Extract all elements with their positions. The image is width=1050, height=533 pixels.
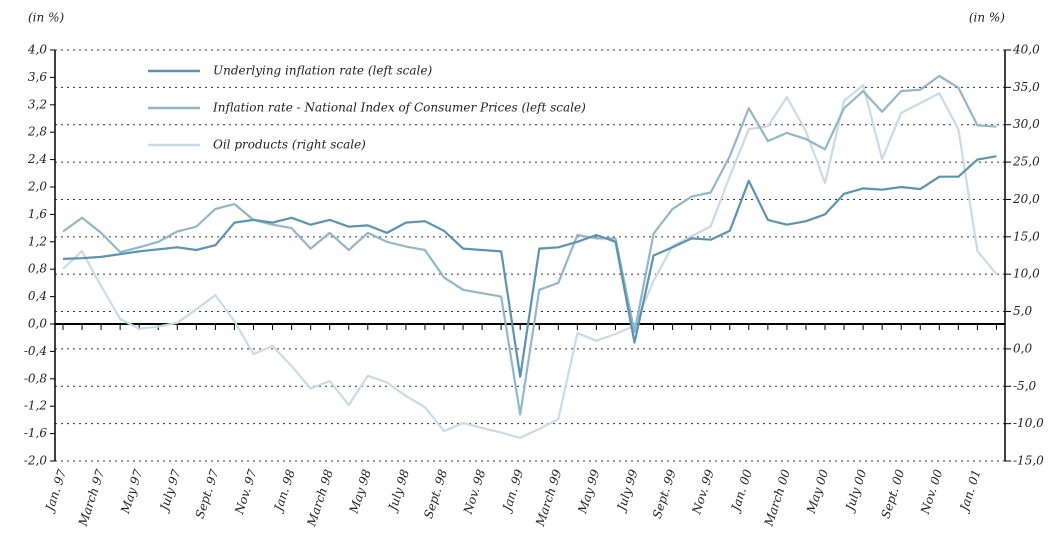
y2-tick-label: 40,0 [1012, 43, 1040, 57]
series-line [62, 74, 997, 416]
y-tick-label: 0,0 [28, 317, 47, 331]
x-tick-label: Jan. 98 [270, 467, 298, 515]
x-tick-label: July 98 [385, 467, 412, 515]
x-tick-label: Nov. 97 [232, 467, 260, 516]
x-tick-label: Sept. 97 [193, 467, 222, 520]
x-tick-label: March 99 [533, 467, 565, 528]
x-tick-label: Nov. 98 [460, 467, 488, 516]
y2-tick-label: -10,0 [1013, 416, 1044, 430]
x-tick-label: July 97 [156, 467, 183, 515]
y-tick-label: 1,6 [28, 207, 47, 221]
x-tick-label: Jan. 01 [956, 468, 983, 516]
y-tick-label: 3,6 [28, 70, 47, 84]
x-tick-label: Sept. 99 [650, 467, 679, 520]
x-tick-label: July 00 [842, 467, 869, 515]
x-tick-label: May 99 [575, 467, 603, 516]
y-tick-label: -0,8 [24, 371, 48, 385]
y2-tick-label: 0,0 [1013, 341, 1032, 355]
y2-tick-label: 10,0 [1013, 267, 1040, 281]
x-tick-label: March 97 [76, 467, 108, 528]
y-tick-label: 0,8 [28, 262, 47, 276]
x-tick-label: May 97 [118, 467, 146, 516]
x-tick-label: Jan. 97 [42, 467, 70, 515]
y2-tick-label: 5,0 [1013, 304, 1032, 318]
legend-label: Underlying inflation rate (left scale) [213, 64, 432, 78]
series-line [62, 155, 997, 378]
legend-label: Inflation rate - National Index of Consu… [212, 101, 586, 115]
x-tick-label: Nov. 00 [918, 467, 946, 516]
y-axis-label: (in %) [28, 11, 64, 25]
y2-tick-label: 35,0 [1013, 80, 1040, 94]
y-tick-label: 2,0 [27, 180, 47, 194]
x-tick-label: Nov. 99 [689, 467, 717, 516]
x-tick-label: July 99 [613, 467, 640, 515]
x-tick-label: March 98 [304, 467, 336, 528]
y-tick-label: 4,0 [27, 43, 47, 57]
x-tick-label: Jan. 00 [728, 467, 756, 515]
x-tick-label: March 00 [761, 467, 793, 528]
y2-tick-label: 20,0 [1012, 192, 1040, 206]
y-tick-label: 0,4 [28, 289, 47, 303]
y2-tick-label: 30,0 [1013, 117, 1040, 131]
y2-tick-label: 15,0 [1013, 229, 1040, 243]
y2-tick-label: 25,0 [1012, 155, 1040, 169]
y-tick-label: 1,2 [28, 234, 47, 248]
y-tick-label: 3,2 [28, 97, 47, 111]
legend-label: Oil products (right scale) [213, 138, 366, 152]
y-tick-label: -1,2 [24, 399, 47, 413]
y-tick-label: 2,8 [27, 125, 47, 139]
y-tick-label: -2,0 [24, 454, 48, 468]
series-line [62, 84, 998, 439]
y-tick-label: -1,6 [24, 426, 48, 440]
x-tick-label: May 98 [346, 467, 374, 516]
x-tick-label: Sept. 98 [421, 467, 450, 520]
x-tick-label: Sept. 00 [878, 467, 907, 520]
y2-tick-label: -5,0 [1013, 379, 1037, 393]
x-tick-label: Jan. 99 [499, 467, 527, 515]
y-tick-label: -0,4 [24, 344, 47, 358]
y-tick-label: 2,4 [27, 152, 47, 166]
x-tick-label: May 00 [804, 467, 832, 516]
y2-axis-label: (in %) [969, 11, 1005, 25]
y2-tick-label: -15,0 [1013, 454, 1044, 468]
